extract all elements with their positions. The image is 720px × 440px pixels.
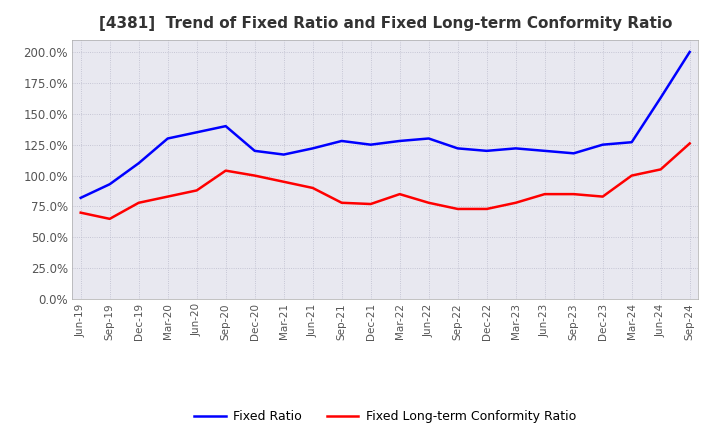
Fixed Ratio [221,124,230,129]
Fixed Long-term Conformity Ratio [308,185,317,191]
Fixed Ratio [192,130,201,135]
Fixed Long-term Conformity Ratio [598,194,607,199]
Fixed Long-term Conformity Ratio [366,202,375,207]
Fixed Ratio [76,195,85,201]
Fixed Long-term Conformity Ratio [424,200,433,205]
Fixed Ratio [308,146,317,151]
Fixed Long-term Conformity Ratio [105,216,114,221]
Fixed Long-term Conformity Ratio [135,200,143,205]
Fixed Ratio [454,146,462,151]
Fixed Ratio [685,49,694,55]
Fixed Ratio [163,136,172,141]
Fixed Ratio [511,146,520,151]
Fixed Ratio [338,138,346,143]
Fixed Ratio [627,139,636,145]
Fixed Ratio [135,161,143,166]
Fixed Ratio [105,182,114,187]
Legend: Fixed Ratio, Fixed Long-term Conformity Ratio: Fixed Ratio, Fixed Long-term Conformity … [189,405,581,428]
Fixed Long-term Conformity Ratio [657,167,665,172]
Fixed Long-term Conformity Ratio [163,194,172,199]
Fixed Long-term Conformity Ratio [482,206,491,212]
Fixed Long-term Conformity Ratio [76,210,85,215]
Fixed Long-term Conformity Ratio [395,191,404,197]
Line: Fixed Ratio: Fixed Ratio [81,52,690,198]
Fixed Long-term Conformity Ratio [627,173,636,178]
Fixed Ratio [482,148,491,154]
Fixed Long-term Conformity Ratio [570,191,578,197]
Fixed Ratio [395,138,404,143]
Fixed Long-term Conformity Ratio [221,168,230,173]
Fixed Long-term Conformity Ratio [685,141,694,146]
Fixed Ratio [279,152,288,157]
Fixed Ratio [570,150,578,156]
Fixed Ratio [657,95,665,100]
Fixed Ratio [598,142,607,147]
Fixed Long-term Conformity Ratio [454,206,462,212]
Fixed Long-term Conformity Ratio [338,200,346,205]
Fixed Ratio [424,136,433,141]
Fixed Ratio [366,142,375,147]
Line: Fixed Long-term Conformity Ratio: Fixed Long-term Conformity Ratio [81,143,690,219]
Fixed Long-term Conformity Ratio [251,173,259,178]
Title: [4381]  Trend of Fixed Ratio and Fixed Long-term Conformity Ratio: [4381] Trend of Fixed Ratio and Fixed Lo… [99,16,672,32]
Fixed Long-term Conformity Ratio [541,191,549,197]
Fixed Ratio [251,148,259,154]
Fixed Long-term Conformity Ratio [279,179,288,184]
Fixed Long-term Conformity Ratio [511,200,520,205]
Fixed Ratio [541,148,549,154]
Fixed Long-term Conformity Ratio [192,188,201,193]
